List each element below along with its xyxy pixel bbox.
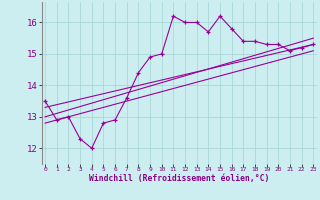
X-axis label: Windchill (Refroidissement éolien,°C): Windchill (Refroidissement éolien,°C) <box>89 174 269 183</box>
